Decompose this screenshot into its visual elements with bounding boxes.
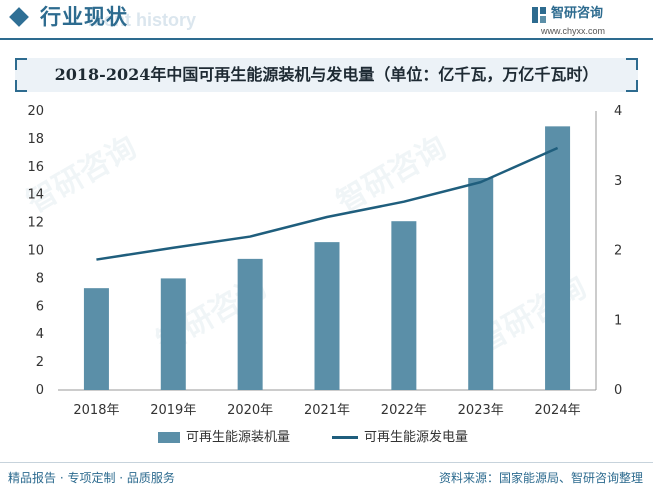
footer-divider — [0, 462, 653, 463]
legend-line-label: 可再生能源发电量 — [364, 430, 469, 445]
brand-url: www.chyxx.com — [541, 26, 606, 36]
header-divider — [0, 38, 653, 40]
x-tick-label: 2019年 — [150, 403, 196, 418]
y-right-tick-label: 2 — [614, 244, 622, 259]
y-left-tick-label: 8 — [36, 271, 44, 286]
bar — [314, 242, 340, 390]
y-right-tick-label: 1 — [614, 313, 622, 328]
header-subtitle: ment history — [88, 10, 197, 30]
x-tick-label: 2024年 — [535, 403, 581, 418]
footer-slogan: 精品报告 · 专项定制 · 品质服务 — [8, 471, 175, 485]
chart-title-box: 2018-2024年中国可再生能源装机与发电量（单位：亿千瓦，万亿千瓦时） — [15, 58, 638, 92]
y-right-tick-label: 4 — [614, 104, 622, 119]
y-left-tick-label: 12 — [27, 216, 44, 231]
brand-name: 智研咨询 — [551, 6, 604, 21]
footer-source: 资料来源：国家能源局、智研咨询整理 — [438, 471, 643, 485]
y-left-tick-label: 14 — [27, 188, 44, 203]
bar — [160, 278, 186, 390]
chart-title: 2018-2024年中国可再生能源装机与发电量（单位：亿千瓦，万亿千瓦时） — [54, 65, 599, 84]
footer: 精品报告 · 专项定制 · 品质服务 资料来源：国家能源局、智研咨询整理 — [0, 462, 653, 491]
brand-logo-icon — [532, 7, 546, 23]
bar — [391, 221, 417, 390]
bar — [237, 258, 263, 390]
y-right-tick-label: 3 — [614, 174, 622, 189]
y-left-tick-label: 4 — [36, 327, 44, 342]
x-tick-label: 2021年 — [304, 403, 350, 418]
legend: 可再生能源装机量 可再生能源发电量 — [0, 428, 653, 448]
bar — [545, 126, 571, 390]
y-left-tick-label: 2 — [36, 355, 44, 370]
y-left-tick-label: 6 — [36, 299, 44, 314]
x-tick-label: 2018年 — [73, 403, 119, 418]
brand: 智研咨询 www.chyxx.com — [531, 4, 641, 38]
diamond-icon — [9, 7, 29, 27]
header: ment history 行业现状 智研咨询 www.chyxx.com — [0, 0, 653, 40]
legend-bar-label: 可再生能源装机量 — [186, 430, 291, 445]
y-left-tick-label: 18 — [27, 132, 44, 147]
y-left-tick-label: 10 — [27, 244, 44, 259]
legend-item-line: 可再生能源发电量 — [332, 428, 468, 448]
y-left-tick-label: 16 — [27, 160, 44, 175]
x-tick-label: 2022年 — [381, 403, 427, 418]
y-right-tick-label: 0 — [614, 383, 622, 398]
legend-bar-swatch — [158, 432, 180, 443]
y-left-tick-label: 20 — [27, 104, 44, 119]
x-tick-label: 2023年 — [458, 403, 504, 418]
y-left-tick-label: 0 — [36, 383, 44, 398]
legend-line-swatch — [332, 436, 358, 439]
x-tick-label: 2020年 — [227, 403, 273, 418]
legend-item-bar: 可再生能源装机量 — [158, 428, 290, 448]
bar — [83, 288, 109, 390]
header-title: 行业现状 — [40, 5, 128, 29]
bar — [468, 177, 494, 390]
